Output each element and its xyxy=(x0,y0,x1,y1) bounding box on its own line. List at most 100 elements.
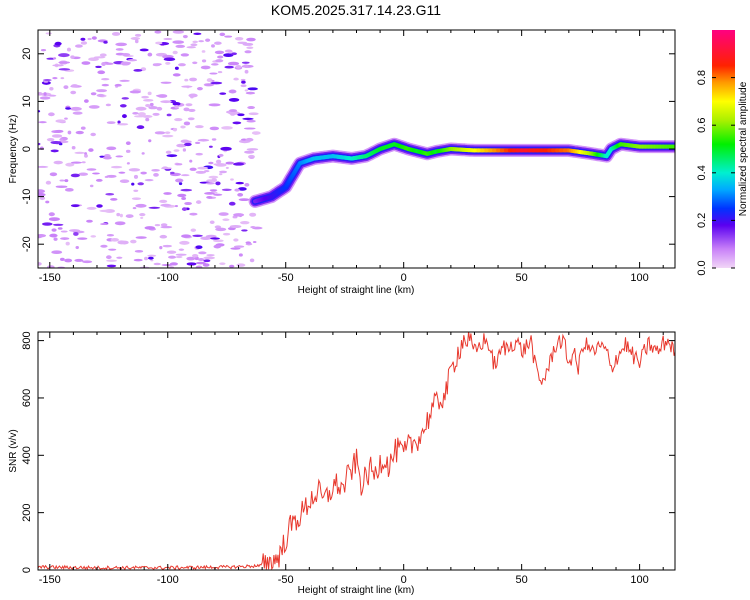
noise-blob xyxy=(160,167,173,170)
noise-blob xyxy=(224,65,234,69)
noise-blob xyxy=(230,178,234,181)
spectrogram-xtick-label: -50 xyxy=(278,272,294,284)
noise-blob xyxy=(186,46,197,49)
noise-blob xyxy=(135,203,147,208)
noise-blob xyxy=(106,174,117,178)
noise-blob xyxy=(83,99,89,103)
noise-blob xyxy=(160,100,172,104)
noise-blob xyxy=(86,206,97,210)
noise-blob xyxy=(180,53,190,57)
noise-blob xyxy=(139,213,146,217)
noise-blob xyxy=(180,188,193,192)
noise-blob xyxy=(204,83,215,86)
noise-blob xyxy=(114,83,122,87)
noise-blob xyxy=(99,53,107,57)
noise-blob xyxy=(172,40,185,44)
noise-blob xyxy=(102,156,112,160)
noise-blob xyxy=(117,123,129,126)
colorbar-gradient xyxy=(712,30,735,268)
noise-blob xyxy=(208,103,221,107)
noise-blob xyxy=(219,262,226,266)
noise-blob xyxy=(211,178,217,183)
noise-blob xyxy=(195,152,203,156)
noise-blob xyxy=(244,183,250,187)
noise-blob xyxy=(172,101,181,106)
noise-blob xyxy=(250,226,256,229)
spectrogram-xtick-label: 0 xyxy=(401,272,407,284)
spectrogram-xtick-label: 50 xyxy=(516,272,528,284)
noise-blob xyxy=(240,78,246,82)
noise-blob xyxy=(60,257,65,262)
noise-blob xyxy=(75,44,83,48)
noise-blob xyxy=(189,77,198,82)
noise-blob xyxy=(116,212,121,217)
noise-blob xyxy=(245,137,254,142)
noise-blob xyxy=(135,106,147,111)
noise-blob xyxy=(77,237,88,240)
noise-blob xyxy=(84,154,88,158)
noise-blob xyxy=(215,59,224,63)
noise-blob xyxy=(170,171,175,175)
noise-blob xyxy=(233,213,245,217)
noise-blob xyxy=(137,182,144,186)
noise-blob xyxy=(172,50,178,55)
noise-blob xyxy=(181,85,193,88)
noise-blob xyxy=(175,44,186,48)
noise-blob xyxy=(208,175,219,179)
noise-blob xyxy=(247,106,255,110)
noise-blob xyxy=(220,146,232,151)
spectrogram-y-label: Frequency (Hz) xyxy=(8,115,19,184)
noise-blob xyxy=(166,113,172,117)
noise-blob xyxy=(53,160,63,165)
colorbar-label: Normalized spectral amplitude xyxy=(738,81,749,216)
noise-blob xyxy=(222,218,230,222)
noise-blob xyxy=(80,126,86,130)
noise-blob xyxy=(189,167,197,171)
noise-blob xyxy=(201,59,207,63)
noise-blob xyxy=(133,68,143,72)
noise-blob xyxy=(145,103,151,108)
noise-blob xyxy=(55,185,68,188)
noise-blob xyxy=(38,165,49,168)
noise-blob xyxy=(70,204,80,208)
noise-blob xyxy=(106,259,118,262)
noise-blob xyxy=(97,70,106,75)
noise-blob xyxy=(115,42,128,47)
noise-blob xyxy=(234,37,244,41)
noise-blob xyxy=(179,240,190,245)
noise-blob xyxy=(119,79,130,82)
snr-series-line xyxy=(38,332,675,570)
snr-ytick-label: 200 xyxy=(21,503,33,521)
noise-blob xyxy=(229,224,242,229)
noise-blob xyxy=(218,173,223,176)
noise-blob xyxy=(74,151,86,154)
noise-blob xyxy=(39,146,44,151)
noise-blob xyxy=(195,200,202,204)
spectrogram-ridge xyxy=(248,137,675,208)
noise-blob xyxy=(166,250,177,254)
noise-blob xyxy=(228,201,236,206)
noise-blob xyxy=(43,80,49,83)
snr-xtick-label: -50 xyxy=(278,574,294,586)
noise-blob xyxy=(42,79,52,82)
noise-blob xyxy=(165,61,171,65)
noise-blob xyxy=(196,86,203,91)
noise-blob xyxy=(215,227,227,232)
noise-blob xyxy=(80,41,88,45)
noise-blob xyxy=(45,32,52,35)
noise-blob xyxy=(197,258,205,261)
noise-blob xyxy=(168,255,177,259)
noise-blob xyxy=(105,193,115,196)
noise-blob xyxy=(154,224,161,227)
noise-blob xyxy=(81,161,86,164)
noise-blob xyxy=(148,256,154,260)
noise-blob xyxy=(214,41,222,45)
noise-blob xyxy=(195,261,206,265)
noise-blob xyxy=(38,262,42,266)
noise-blob xyxy=(187,117,195,121)
noise-blob xyxy=(233,245,245,248)
spectrogram-xtick-label: -100 xyxy=(157,272,179,284)
noise-blob xyxy=(58,53,70,58)
noise-blob xyxy=(128,168,141,172)
